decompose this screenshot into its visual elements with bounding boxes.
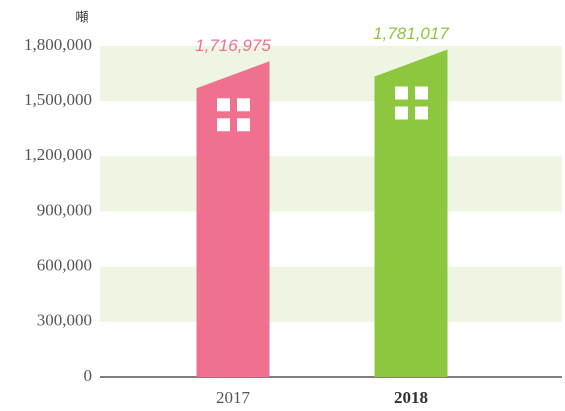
window [237, 118, 250, 132]
unit-label: 噸 [75, 9, 88, 24]
grid-band [100, 156, 562, 212]
y-tick-label: 1,200,000 [24, 145, 92, 164]
window [395, 106, 408, 120]
value-label: 1,781,017 [373, 24, 449, 43]
y-tick-label: 300,000 [37, 311, 92, 330]
window [415, 86, 428, 100]
bar [374, 49, 448, 378]
window [217, 118, 230, 132]
x-tick-label: 2017 [216, 388, 251, 407]
grid-band [100, 46, 562, 102]
y-tick-label: 600,000 [37, 256, 92, 275]
x-tick-label: 2018 [394, 388, 428, 407]
grid-band [100, 266, 562, 322]
value-label: 1,716,975 [195, 36, 271, 55]
window [217, 98, 230, 112]
window [395, 86, 408, 100]
window [415, 106, 428, 120]
y-tick-label: 1,500,000 [24, 90, 92, 109]
bar [196, 61, 270, 378]
y-tick-label: 900,000 [37, 200, 92, 219]
window [237, 98, 250, 112]
y-tick-label: 1,800,000 [24, 35, 92, 54]
y-tick-label: 0 [84, 366, 93, 385]
